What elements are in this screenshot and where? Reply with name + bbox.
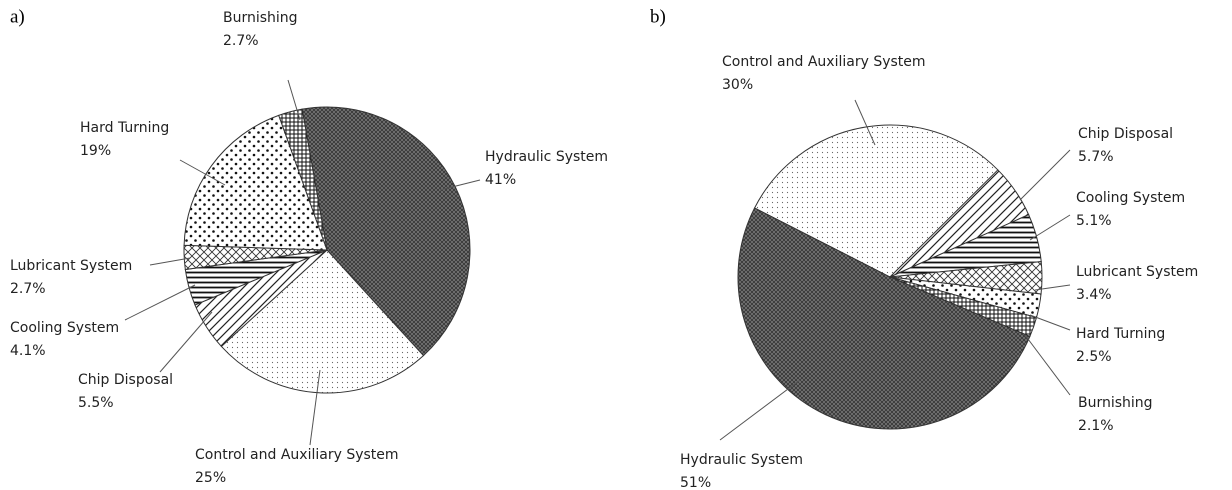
slice-label: Chip Disposal bbox=[78, 372, 173, 388]
slice-label: Burnishing bbox=[1078, 395, 1153, 411]
slice-label: Hard Turning bbox=[80, 120, 169, 136]
slice-value-label: 5.5% bbox=[78, 395, 114, 411]
leader-line bbox=[854, 99, 876, 146]
pie-slice bbox=[301, 106, 471, 357]
leader-line bbox=[159, 311, 213, 373]
leader-line bbox=[1019, 149, 1071, 201]
slice-value-label: 3.4% bbox=[1076, 287, 1112, 303]
slice-value-label: 2.1% bbox=[1078, 418, 1114, 434]
leader-line bbox=[1034, 284, 1071, 291]
slice-label: Hydraulic System bbox=[485, 149, 608, 165]
pie-slice bbox=[737, 207, 1031, 430]
slice-value-label: 30% bbox=[722, 77, 753, 93]
slice-value-label: 4.1% bbox=[10, 343, 46, 359]
slice-value-label: 5.1% bbox=[1076, 213, 1112, 229]
slice-label: Burnishing bbox=[223, 10, 298, 26]
pie-slice bbox=[278, 108, 328, 251]
slice-label: Hard Turning bbox=[1076, 326, 1165, 342]
slice-value-label: 25% bbox=[195, 470, 226, 486]
panel-label: a) bbox=[10, 6, 25, 27]
slice-value-label: 19% bbox=[80, 143, 111, 159]
slice-value-label: 2.5% bbox=[1076, 349, 1112, 365]
leader-line bbox=[439, 179, 481, 191]
leader-line bbox=[149, 257, 191, 266]
slice-value-label: 41% bbox=[485, 172, 516, 188]
leader-line bbox=[124, 284, 196, 321]
leader-line bbox=[1029, 314, 1071, 331]
slice-label: Cooling System bbox=[10, 320, 119, 336]
slice-label: Hydraulic System bbox=[680, 452, 803, 468]
leader-line bbox=[287, 79, 301, 121]
slice-label: Chip Disposal bbox=[1078, 126, 1173, 142]
pie-slice bbox=[183, 114, 328, 251]
leader-line bbox=[179, 159, 226, 186]
slice-label: Cooling System bbox=[1076, 190, 1185, 206]
slice-value-label: 2.7% bbox=[223, 33, 259, 49]
slice-value-label: 5.7% bbox=[1078, 149, 1114, 165]
leader-line bbox=[719, 379, 801, 441]
leader-line bbox=[1029, 214, 1071, 241]
slice-label: Control and Auxiliary System bbox=[722, 54, 926, 70]
leader-line bbox=[1024, 334, 1071, 396]
slice-value-label: 2.7% bbox=[10, 281, 46, 297]
slice-value-label: 51% bbox=[680, 475, 711, 490]
slice-label: Lubricant System bbox=[1076, 264, 1198, 280]
slice-label: Control and Auxiliary System bbox=[195, 447, 399, 463]
panel-label: b) bbox=[650, 6, 666, 27]
leader-line bbox=[309, 369, 321, 446]
pie-slice bbox=[220, 249, 425, 394]
slice-label: Lubricant System bbox=[10, 258, 132, 274]
